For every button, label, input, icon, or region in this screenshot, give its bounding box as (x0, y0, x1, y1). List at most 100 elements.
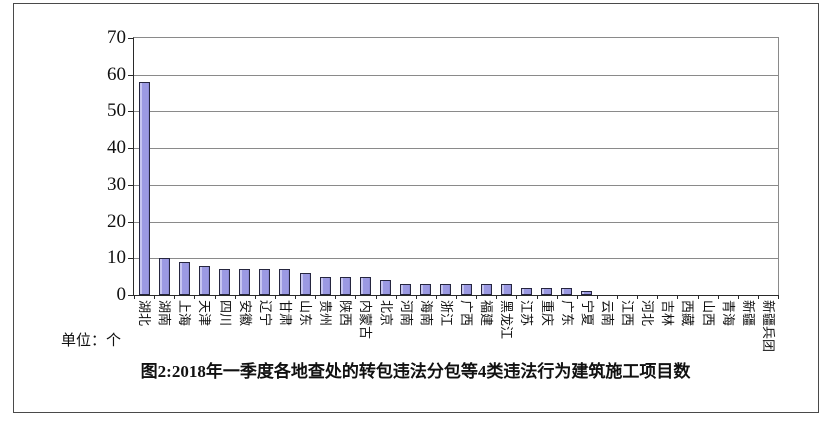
x-category-label-甘肃: 甘肃 (277, 300, 293, 327)
bar-北京 (380, 280, 392, 295)
x-tick-mark (254, 295, 256, 299)
x-tick-mark (335, 295, 337, 299)
gridline-10 (134, 258, 778, 260)
x-tick-mark (214, 295, 216, 299)
x-category-label-云南: 云南 (599, 300, 615, 327)
x-tick-mark (536, 295, 538, 299)
plot-area (133, 37, 779, 296)
x-category-label-黑龙江: 黑龙江 (499, 300, 515, 340)
bar-湖北 (138, 82, 150, 295)
bar-海南 (420, 284, 432, 295)
bar-辽宁 (259, 269, 271, 295)
y-tick-mark (128, 221, 133, 223)
x-category-label-北京: 北京 (378, 300, 394, 327)
y-tick-mark (128, 38, 133, 39)
x-category-label-海南: 海南 (418, 300, 434, 327)
x-category-label-辽宁: 辽宁 (257, 300, 273, 327)
y-tick-label-70: 70 (107, 27, 126, 48)
bar-山东 (299, 273, 311, 295)
x-category-label-陕西: 陕西 (338, 300, 354, 327)
x-tick-mark (355, 295, 357, 299)
x-tick-mark (476, 295, 478, 299)
x-tick-mark (778, 295, 779, 299)
y-tick-label-20: 20 (107, 210, 126, 232)
bar-内蒙古 (359, 277, 371, 295)
bar-福建 (480, 284, 492, 295)
x-category-label-宁夏: 宁夏 (579, 300, 595, 327)
y-tick-mark (128, 184, 133, 186)
x-category-label-浙江: 浙江 (438, 300, 454, 327)
x-tick-mark (154, 295, 156, 299)
x-tick-mark (737, 295, 739, 299)
bar-河南 (400, 284, 412, 295)
x-tick-mark (697, 295, 699, 299)
y-tick-label-40: 40 (107, 137, 126, 159)
gridline-50 (134, 111, 778, 113)
x-tick-mark (637, 295, 639, 299)
y-tick-mark (128, 258, 133, 260)
x-category-label-江西: 江西 (620, 300, 636, 327)
x-category-label-山西: 山西 (700, 300, 716, 327)
y-tick-mark (128, 295, 133, 296)
x-tick-mark (516, 295, 518, 299)
x-category-label-福建: 福建 (479, 300, 495, 327)
x-tick-mark (415, 295, 417, 299)
x-category-label-贵州: 贵州 (318, 300, 334, 327)
x-tick-mark (617, 295, 618, 299)
x-tick-mark (757, 295, 759, 299)
x-tick-mark (657, 295, 659, 299)
y-tick-label-10: 10 (107, 247, 126, 269)
x-tick-mark (435, 295, 437, 299)
x-tick-mark (295, 295, 296, 299)
x-tick-mark (194, 295, 196, 299)
x-category-label-重庆: 重庆 (539, 300, 555, 327)
x-category-label-四川: 四川 (217, 300, 233, 327)
x-tick-mark (134, 295, 135, 299)
bar-甘肃 (279, 269, 291, 295)
y-tick-mark (128, 148, 133, 150)
y-tick-label-0: 0 (116, 284, 127, 305)
gridline-30 (134, 184, 778, 186)
x-category-label-内蒙古: 内蒙古 (358, 300, 374, 340)
x-category-label-广西: 广西 (459, 300, 475, 327)
bar-陕西 (339, 277, 351, 295)
x-tick-mark (274, 295, 276, 299)
bar-江苏 (520, 288, 532, 295)
chart-title: 图2:2018年一季度各地查处的转包违法分包等4类违法行为建筑施工项目数 (140, 362, 691, 381)
y-axis-unit-label: 单位：个 (61, 333, 122, 349)
y-tick-label-60: 60 (107, 63, 126, 85)
bar-重庆 (541, 288, 553, 295)
x-tick-mark (174, 295, 176, 299)
x-category-label-河北: 河北 (640, 300, 656, 327)
x-category-label-湖北: 湖北 (137, 300, 153, 327)
x-category-label-新疆兵团: 新疆兵团 (760, 300, 776, 353)
x-tick-mark (456, 295, 457, 299)
gridline-20 (134, 221, 778, 223)
x-category-label-江苏: 江苏 (519, 300, 535, 327)
x-category-label-青海: 青海 (720, 300, 736, 327)
x-tick-mark (375, 295, 377, 299)
y-tick-label-50: 50 (107, 100, 126, 122)
bar-广东 (561, 288, 573, 295)
x-tick-mark (596, 295, 598, 299)
x-tick-mark (717, 295, 719, 299)
x-category-label-新疆: 新疆 (740, 300, 756, 327)
x-category-label-吉林: 吉林 (660, 300, 676, 327)
x-tick-mark (556, 295, 558, 299)
x-category-label-安徽: 安徽 (237, 300, 253, 327)
x-tick-mark (576, 295, 578, 299)
x-category-label-西藏: 西藏 (680, 300, 696, 327)
x-tick-mark (677, 295, 679, 299)
x-category-label-山东: 山东 (298, 300, 314, 327)
bar-浙江 (440, 284, 452, 295)
gridline-60 (134, 74, 778, 76)
x-tick-mark (315, 295, 317, 299)
x-category-label-天津: 天津 (197, 300, 213, 327)
bar-上海 (178, 262, 190, 295)
bar-贵州 (319, 277, 331, 295)
bar-黑龙江 (500, 284, 512, 295)
x-category-label-广东: 广东 (559, 300, 575, 327)
x-tick-mark (395, 295, 397, 299)
bar-天津 (198, 266, 210, 295)
bar-湖南 (158, 258, 170, 295)
